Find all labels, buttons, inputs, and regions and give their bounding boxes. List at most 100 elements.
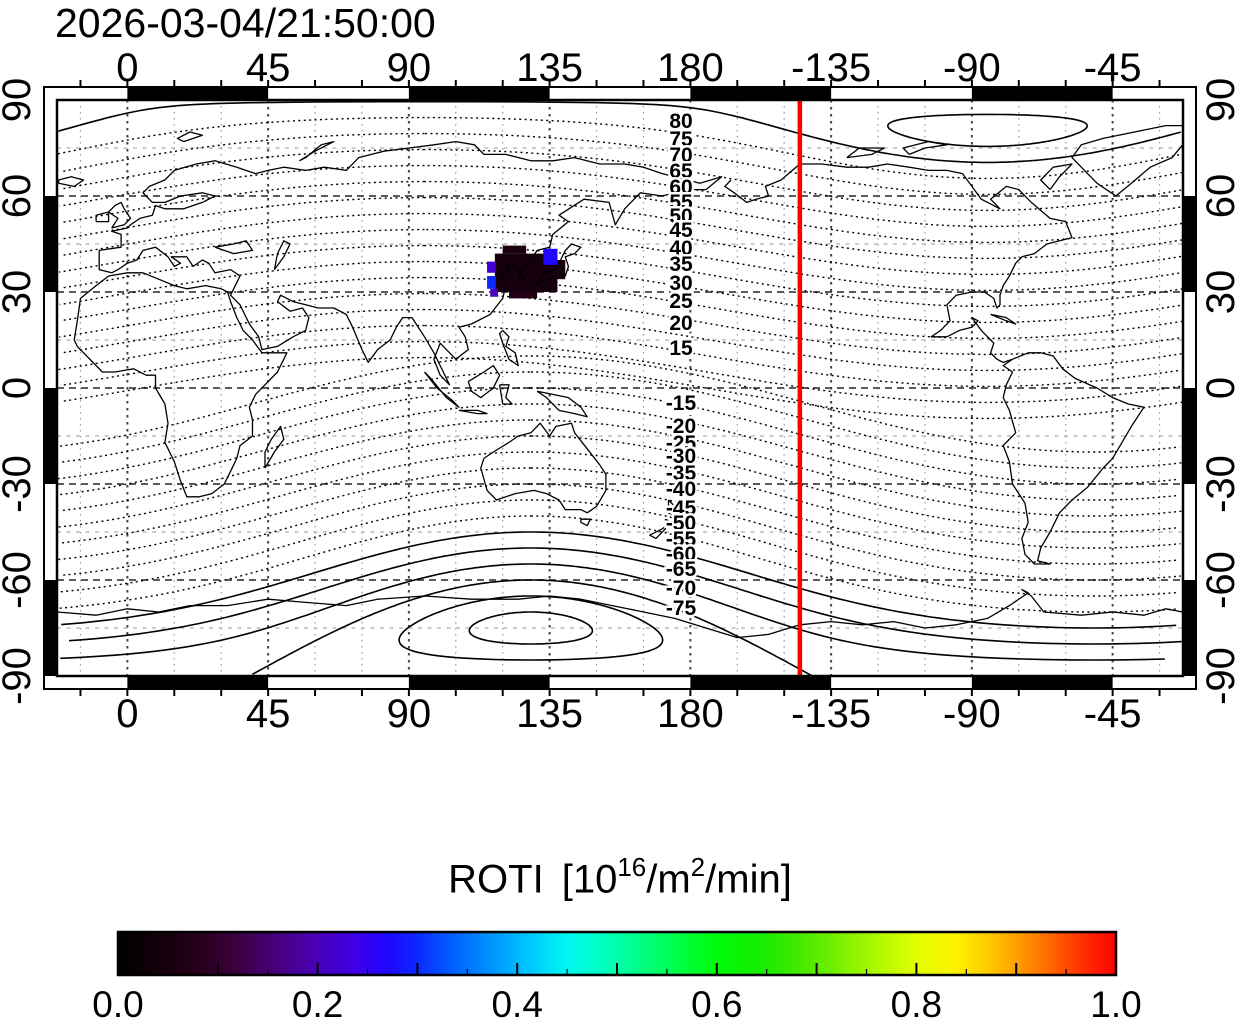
lat-label-right: 90: [1199, 78, 1240, 123]
magnetic-contour-line: [61, 132, 1183, 196]
magnetic-contour-line: [59, 515, 1177, 613]
lat-label-right: -30: [1199, 455, 1240, 513]
magnetic-contour-line: [61, 196, 1183, 260]
coastline: [498, 384, 513, 405]
contour-label: 50: [669, 205, 692, 228]
magnetic-contour-line: [398, 595, 664, 661]
border-block-top: [408, 88, 550, 99]
magnetic-contour-line: [60, 403, 1180, 501]
magnetic-contour-line: [59, 164, 1181, 228]
coastline: [98, 140, 723, 386]
magnetic-contour-line: [59, 292, 1180, 356]
contour-label: -20: [666, 415, 696, 438]
coastline: [299, 140, 335, 162]
roti-cell: [502, 245, 527, 254]
magnetic-contour-line: [62, 244, 1183, 308]
coastline: [498, 329, 519, 367]
coastline: [95, 211, 110, 223]
lat-label-right: 30: [1199, 270, 1240, 315]
magnetic-contour-line: [62, 356, 1183, 420]
contour-label: 60: [669, 176, 692, 199]
coastline: [73, 272, 288, 498]
roti-data-cells: [487, 245, 566, 299]
border-block-right: [1184, 580, 1195, 676]
coastline: [467, 364, 501, 399]
magnetic-contour-line: [60, 563, 1165, 661]
magnetic-contour-line: [886, 113, 1088, 148]
coastline: [264, 425, 285, 469]
magnetic-contour-line: [62, 419, 1182, 517]
graticule: [57, 100, 1183, 676]
contour-label: 25: [669, 290, 693, 313]
magnetic-contour-line: [62, 371, 1182, 469]
lat-label-right: 60: [1199, 174, 1240, 219]
roti-cell: [487, 261, 496, 273]
coastline: [1002, 352, 1145, 565]
border-block-left: [45, 580, 56, 676]
coastline: [273, 240, 291, 270]
roti-cell: [487, 276, 496, 289]
magnetic-contour-line: [60, 355, 1180, 453]
coastline: [580, 518, 591, 527]
magnetic-contour-line: [61, 531, 1177, 629]
contour-label: -35: [666, 462, 697, 485]
magnetic-contour-line: [58, 100, 1182, 164]
border-block-top: [971, 88, 1113, 99]
magnetic-contour-line: [62, 451, 1181, 549]
contour-label: -40: [666, 478, 696, 501]
border-block-right: [1184, 388, 1195, 484]
contour-label: 15: [669, 337, 693, 360]
coastline: [1071, 124, 1183, 197]
lat-label-left: -30: [0, 455, 39, 513]
contour-label: -45: [666, 497, 697, 520]
lat-label-right: -90: [1199, 647, 1240, 705]
border-bar: [57, 88, 1183, 99]
coastline: [423, 371, 460, 408]
border-block-top: [690, 88, 832, 99]
contour-label: -65: [666, 558, 697, 581]
lat-label-right: -60: [1199, 551, 1240, 609]
magnetic-contour-line: [63, 483, 1181, 581]
contour-label: -70: [666, 577, 696, 600]
magnetic-contour-line: [60, 148, 1182, 212]
border-block-bottom: [971, 677, 1113, 688]
coastline: [480, 422, 607, 514]
coastline: [846, 147, 885, 159]
map-frame: [43, 80, 1197, 696]
coastlines: [57, 124, 1183, 639]
border-block-bottom: [127, 677, 269, 688]
lat-axis-labels: 90 90 60 60 30 30 0 0 -30 -30 -60 -60 -90 -90: [0, 78, 1240, 705]
contour-label: -50: [666, 512, 696, 535]
roti-cell: [543, 248, 558, 265]
coastline: [1040, 163, 1073, 191]
contour-label: 40: [669, 237, 692, 260]
magnetic-contour-line: [57, 116, 1180, 180]
contour-label: -75: [666, 597, 697, 620]
lat-label-left: -60: [0, 551, 39, 609]
border-block-bottom: [408, 677, 550, 688]
contour-label: 35: [669, 253, 693, 276]
border-block-bottom: [690, 677, 832, 688]
coastline: [536, 390, 588, 418]
contour-label: 55: [669, 191, 693, 214]
contour-label: 70: [669, 144, 692, 167]
magnetic-contour-line: [58, 467, 1177, 565]
border-block-right: [1184, 196, 1195, 292]
contour-label: 20: [669, 312, 692, 335]
contour-label: -30: [666, 445, 696, 468]
coastline: [724, 163, 1073, 364]
roti-cell: [490, 288, 499, 297]
contour-label: 80: [669, 110, 692, 133]
coastline: [533, 243, 582, 290]
magnetic-contour-line: [60, 499, 1178, 597]
coastline: [458, 409, 488, 415]
lat-label-right: 0: [1199, 377, 1240, 399]
contour-label: 45: [669, 219, 693, 242]
lat-label-left: 0: [0, 377, 39, 399]
magnetic-contour-line: [57, 387, 1178, 485]
magnetic-contour-line: [59, 260, 1180, 324]
colorbar: [116, 930, 1118, 977]
